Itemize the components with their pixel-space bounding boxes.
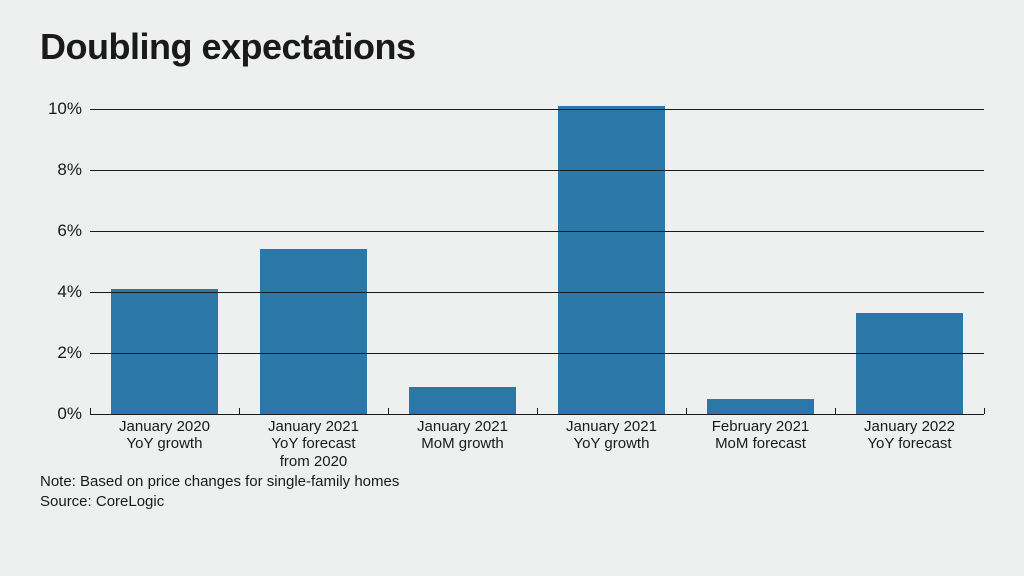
x-label-line: January 2020	[119, 418, 210, 435]
x-label: January 2020YoY growth	[90, 414, 239, 464]
x-label-line: from 2020	[280, 453, 348, 470]
x-label: January 2021YoY forecastfrom 2020	[239, 414, 388, 464]
gridline	[90, 231, 984, 232]
y-tick-label: 10%	[48, 99, 82, 119]
chart-container: Doubling expectations 0%2%4%6%8%10% Janu…	[0, 0, 1024, 576]
x-tick	[90, 408, 91, 414]
bar	[558, 106, 665, 414]
x-label-line: MoM growth	[421, 435, 504, 452]
x-label: January 2021YoY growth	[537, 414, 686, 464]
y-tick-label: 2%	[57, 343, 82, 363]
bar-slot	[537, 94, 686, 414]
gridline	[90, 292, 984, 293]
bars-group	[90, 94, 984, 414]
chart-title: Doubling expectations	[40, 26, 984, 68]
x-label-line: January 2021	[566, 418, 657, 435]
x-label-line: YoY growth	[574, 435, 650, 452]
x-label-line: January 2021	[268, 418, 359, 435]
plot-area: 0%2%4%6%8%10% January 2020YoY growthJanu…	[40, 94, 984, 464]
bar-slot	[835, 94, 984, 414]
y-tick-label: 4%	[57, 282, 82, 302]
gridline	[90, 109, 984, 110]
bar	[856, 313, 963, 414]
x-label: January 2022YoY forecast	[835, 414, 984, 464]
plot-inner: 0%2%4%6%8%10%	[90, 94, 984, 414]
x-label-line: YoY forecast	[271, 435, 355, 452]
chart-source: Source: CoreLogic	[40, 492, 984, 512]
x-label-line: February 2021	[712, 418, 810, 435]
x-tick	[537, 408, 538, 414]
gridline	[90, 170, 984, 171]
bar	[707, 399, 814, 414]
bar-slot	[90, 94, 239, 414]
y-tick-label: 8%	[57, 160, 82, 180]
x-tick	[835, 408, 836, 414]
x-label-line: MoM forecast	[715, 435, 806, 452]
bar	[260, 249, 367, 414]
x-tick	[388, 408, 389, 414]
x-label: January 2021MoM growth	[388, 414, 537, 464]
bar	[111, 289, 218, 414]
x-tick	[239, 408, 240, 414]
x-axis: January 2020YoY growthJanuary 2021YoY fo…	[90, 414, 984, 464]
y-tick-label: 0%	[57, 404, 82, 424]
bar-slot	[686, 94, 835, 414]
bar-slot	[388, 94, 537, 414]
x-tick	[686, 408, 687, 414]
bar	[409, 387, 516, 414]
gridline	[90, 353, 984, 354]
chart-note: Note: Based on price changes for single-…	[40, 472, 984, 492]
bar-slot	[239, 94, 388, 414]
y-tick-label: 6%	[57, 221, 82, 241]
x-tick	[984, 408, 985, 414]
x-label-line: January 2021	[417, 418, 508, 435]
x-label-line: YoY forecast	[867, 435, 951, 452]
x-label-line: YoY growth	[127, 435, 203, 452]
x-label-line: January 2022	[864, 418, 955, 435]
x-label: February 2021MoM forecast	[686, 414, 835, 464]
